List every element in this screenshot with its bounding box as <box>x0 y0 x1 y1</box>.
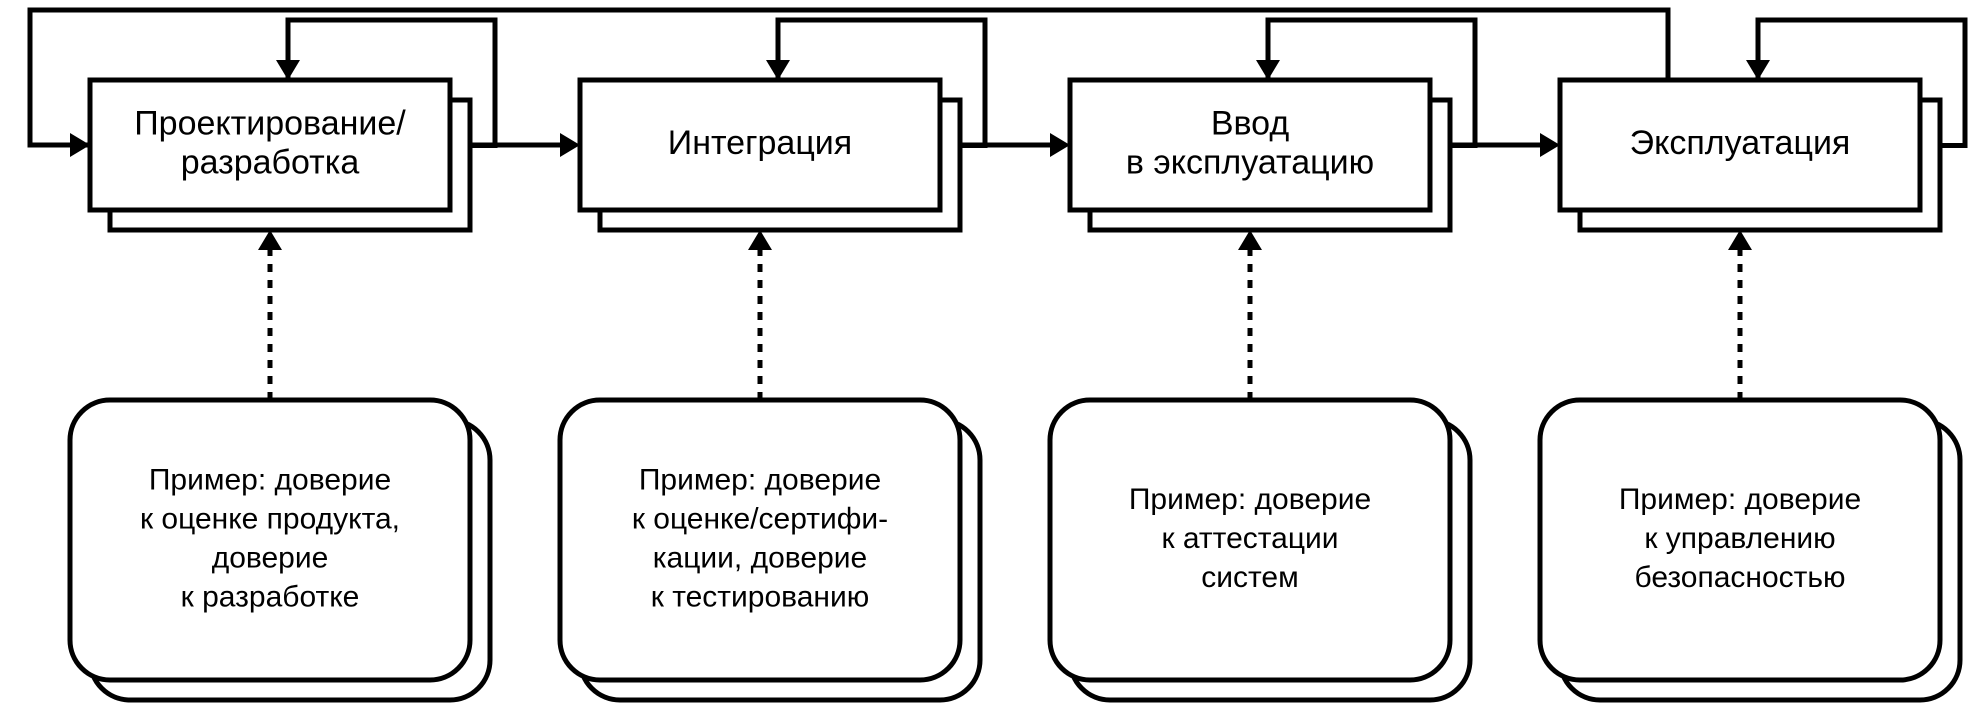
stage-commission-label: Ввод <box>1211 104 1290 142</box>
example-ex-commission-label: Пример: доверие <box>1129 483 1371 516</box>
stage-operation: Эксплуатация <box>1560 80 1940 230</box>
example-ex-integration-label: к тестированию <box>651 580 870 613</box>
example-ex-operation-label: Пример: доверие <box>1619 483 1861 516</box>
example-ex-design-label: к оценке продукта, <box>140 502 400 535</box>
example-ex-design-label: доверие <box>212 541 329 574</box>
stage-integration-label: Интеграция <box>668 124 852 162</box>
stage-design-label: Проектирование/ <box>134 104 406 142</box>
example-ex-integration-label: к оценке/сертифи- <box>632 502 888 535</box>
example-ex-commission-label: систем <box>1201 561 1298 594</box>
stage-commission: Вводв эксплуатацию <box>1070 80 1450 230</box>
example-ex-integration-label: кации, доверие <box>653 541 867 574</box>
stage-operation-label: Эксплуатация <box>1630 124 1851 162</box>
lifecycle-diagram: Проектирование/разработка Интеграция Вводв… <box>0 0 1981 705</box>
example-ex-operation-label: безопасностью <box>1634 561 1845 594</box>
example-ex-integration: Пример: доверие к оценке/сертифи-кации, д… <box>560 400 980 700</box>
example-ex-operation-label: к управлению <box>1644 522 1835 555</box>
stage-commission-label: в эксплуатацию <box>1126 144 1374 182</box>
example-ex-integration-label: Пример: доверие <box>639 463 881 496</box>
example-ex-operation: Пример: доверие к управлению безопасностью <box>1540 400 1960 700</box>
example-ex-design: Пример: доверие к оценке продукта, доверие… <box>70 400 490 700</box>
example-ex-design-label: к разработке <box>181 580 360 613</box>
stage-design-label: разработка <box>181 144 360 182</box>
stage-design: Проектирование/разработка <box>90 80 470 230</box>
example-ex-commission-label: к аттестации <box>1161 522 1338 555</box>
stage-integration: Интеграция <box>580 80 960 230</box>
example-ex-design-label: Пример: доверие <box>149 463 391 496</box>
example-ex-commission: Пример: доверие к аттестации систем <box>1050 400 1470 700</box>
